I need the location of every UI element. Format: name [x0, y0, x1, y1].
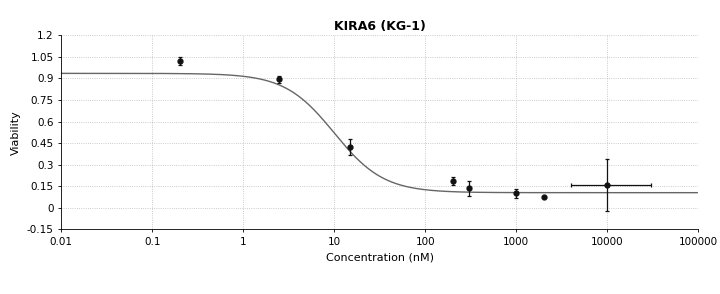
Y-axis label: Viability: Viability: [11, 110, 21, 155]
X-axis label: Concentration (nM): Concentration (nM): [325, 253, 433, 263]
Title: KIRA6 (KG-1): KIRA6 (KG-1): [334, 20, 426, 33]
